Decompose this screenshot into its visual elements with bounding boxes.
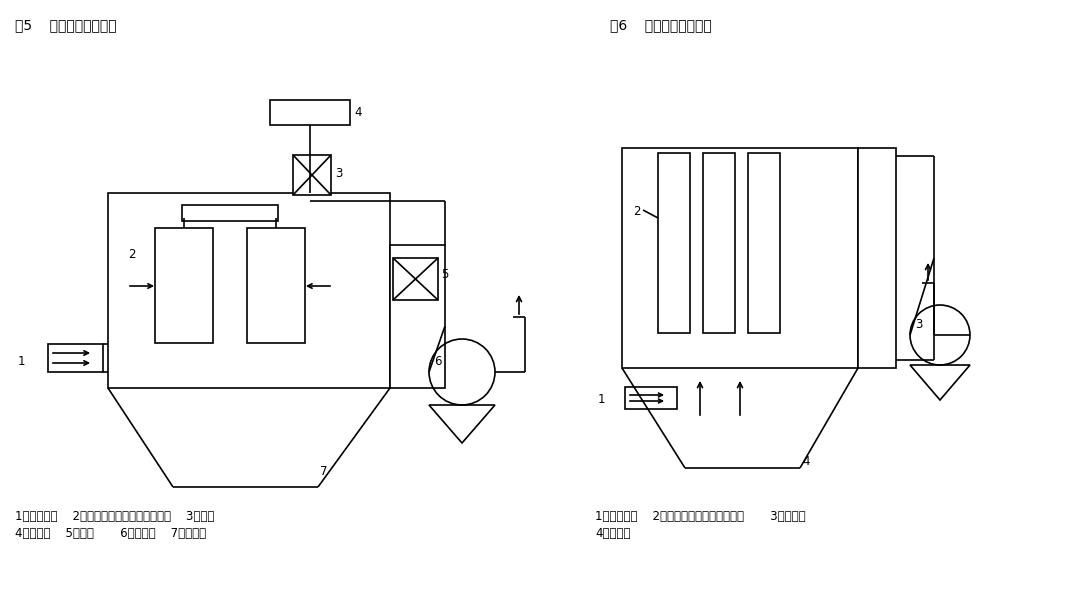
- Bar: [247, 228, 305, 343]
- Bar: [48, 344, 103, 372]
- Bar: [858, 148, 896, 368]
- Text: 7: 7: [320, 465, 327, 478]
- Text: 4: 4: [354, 106, 362, 119]
- Bar: [108, 193, 390, 388]
- Text: 3: 3: [915, 318, 922, 331]
- Text: 图5    外制式布袋收尘器: 图5 外制式布袋收尘器: [15, 18, 116, 32]
- Text: 图6    内制式布袋收尘器: 图6 内制式布袋收尘器: [610, 18, 712, 32]
- Bar: [658, 153, 690, 333]
- Text: 1: 1: [598, 393, 605, 406]
- Text: 6: 6: [434, 355, 442, 368]
- Bar: [293, 155, 331, 195]
- Text: 1、烟气入口    2、袋房（箭头指烟气方向）       3、引风机: 1、烟气入口 2、袋房（箭头指烟气方向） 3、引风机: [595, 510, 806, 523]
- Bar: [155, 228, 213, 343]
- Bar: [623, 148, 858, 368]
- Text: 1: 1: [18, 355, 26, 368]
- Bar: [270, 100, 350, 125]
- Text: 4、压缩机    5、阀门       6、引风机    7、集尘器: 4、压缩机 5、阀门 6、引风机 7、集尘器: [15, 527, 206, 540]
- Bar: [625, 387, 677, 409]
- Text: 2: 2: [633, 205, 641, 218]
- Text: 4: 4: [802, 455, 810, 468]
- Text: 2: 2: [128, 248, 136, 261]
- Bar: [749, 153, 780, 333]
- Text: 3: 3: [335, 167, 342, 180]
- Text: 1、烟气入口    2、袋房（箭头指烟气的方向）    3、阀门: 1、烟气入口 2、袋房（箭头指烟气的方向） 3、阀门: [15, 510, 214, 523]
- Bar: [393, 258, 438, 300]
- Bar: [703, 153, 735, 333]
- Bar: [390, 245, 445, 388]
- Bar: [182, 205, 278, 221]
- Text: 5: 5: [440, 268, 448, 281]
- Text: 4、集尘器: 4、集尘器: [595, 527, 630, 540]
